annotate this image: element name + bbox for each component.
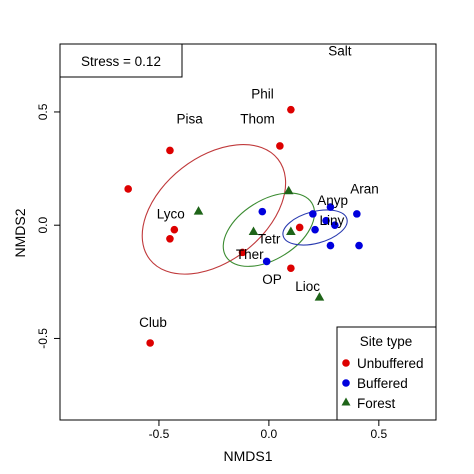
point-label-liny: Liny (319, 213, 344, 228)
point-buffered (331, 221, 339, 230)
y-tick-label: -0.5 (36, 328, 50, 349)
legend-marker-unbuffered (342, 359, 350, 367)
point-forest (314, 292, 325, 301)
point-buffered (262, 257, 271, 266)
point-label-ther: Ther (236, 247, 264, 262)
legend-label-unbuffered: Unbuffered (357, 356, 424, 371)
point-label-op: OP (262, 272, 282, 287)
point-forest (283, 185, 294, 195)
y-axis-label: NMDS2 (12, 208, 28, 257)
point-buffered (309, 210, 317, 218)
point-unbuffered (287, 264, 295, 273)
point-buffered (322, 216, 330, 225)
point-unbuffered (146, 339, 154, 347)
point-label-phil: Phil (251, 86, 274, 101)
point-label-club: Club (139, 315, 167, 330)
point-unbuffered (166, 234, 174, 243)
point-unbuffered (276, 142, 284, 150)
point-forest (286, 226, 296, 235)
x-tick-label: 0.5 (370, 427, 387, 441)
point-unbuffered (166, 146, 174, 155)
y-tick-label: 0.0 (36, 217, 50, 234)
point-label-salt: Salt (328, 43, 352, 58)
x-tick-label: 0.0 (261, 427, 278, 441)
point-forest (248, 226, 259, 235)
legend-label-buffered: Buffered (357, 376, 408, 391)
point-unbuffered (287, 105, 295, 114)
points-layer (124, 105, 363, 347)
point-buffered (326, 203, 335, 211)
point-buffered (311, 225, 319, 234)
ellipse-forest (222, 192, 316, 267)
point-label-tetr: Tetr (258, 231, 281, 246)
y-tick-label: 0.5 (36, 103, 50, 120)
point-label-lyco: Lyco (157, 206, 185, 221)
point-label-aran: Aran (350, 181, 379, 196)
point-buffered (353, 210, 361, 218)
stress-box: Stress = 0.12 (59, 43, 183, 78)
point-label-anyp: Anyp (317, 193, 348, 208)
x-axis-label: NMDS1 (223, 448, 272, 464)
legend: Site type Unbuffered Buffered Forest (336, 326, 437, 421)
legend-marker-forest (341, 397, 351, 406)
point-unbuffered (124, 185, 132, 193)
point-unbuffered (295, 223, 304, 232)
axes-layer: -0.5 0.0 0.5 -0.5 0.0 0.5 (36, 43, 437, 441)
point-label-pisa: Pisa (177, 111, 204, 126)
legend-marker-buffered (342, 379, 350, 387)
x-tick-label: -0.5 (149, 427, 170, 441)
point-label-lioc: Lioc (295, 279, 320, 294)
point-unbuffered (238, 248, 247, 257)
point-forest (193, 206, 204, 215)
plot-frame (59, 43, 437, 421)
ellipse-unbuffered (141, 144, 287, 275)
legend-title: Site type (360, 334, 413, 349)
legend-label-forest: Forest (357, 396, 396, 411)
point-unbuffered (170, 225, 179, 234)
point-buffered (355, 241, 363, 250)
point-buffered (258, 207, 267, 216)
point-buffered (326, 241, 335, 250)
stress-label: Stress = 0.12 (81, 54, 161, 69)
point-label-thom: Thom (240, 111, 275, 126)
